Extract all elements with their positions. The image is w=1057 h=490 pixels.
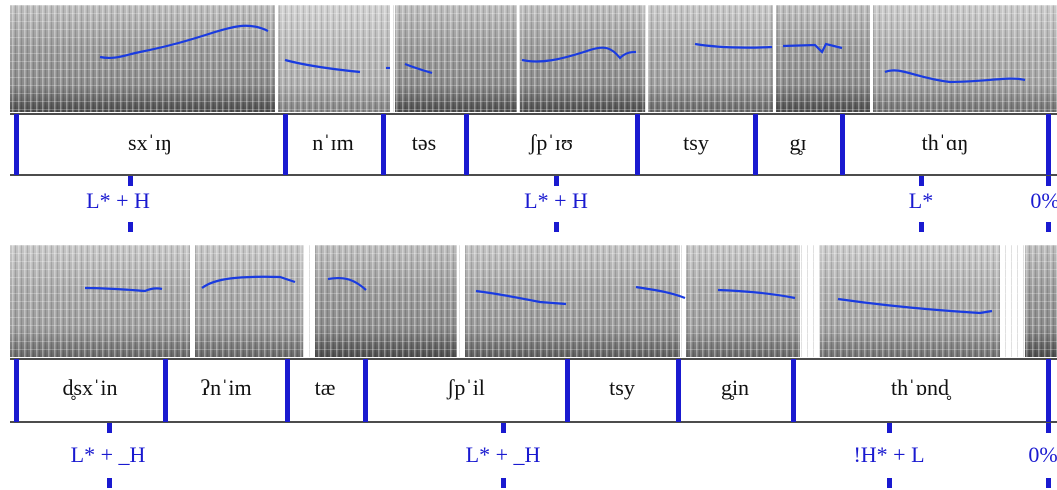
segment-label: d̥sxˈin (63, 375, 118, 400)
spectrogram (10, 245, 1057, 357)
pitch-track (99, 24, 1026, 84)
segment-label: ʃpˈil (446, 375, 485, 400)
tone-label: !H* + L (853, 442, 924, 467)
tone-ticks (107, 423, 1051, 488)
segment-label: nˈɪm (312, 130, 354, 155)
segment-label: ʔnˈim (200, 375, 251, 400)
tone-label: L* (909, 188, 933, 213)
segment-label: tsy (683, 130, 709, 155)
tone-label: L* + _H (466, 442, 541, 467)
segment-label: sxˈɪŋ (128, 130, 172, 155)
segment-label: tsy (609, 375, 635, 400)
pitch-track (84, 275, 993, 315)
segment-tier (10, 113, 1057, 176)
segment-label: təs (412, 130, 436, 155)
segment-label: thˈɒnd̥ (891, 375, 952, 400)
segment-label: g̥ɪ (789, 130, 806, 155)
tone-label: L* + H (524, 188, 588, 213)
spectrogram (10, 5, 1057, 112)
tone-label: 0% (1030, 188, 1057, 213)
tone-ticks (128, 176, 1051, 232)
segment-tier (10, 358, 1057, 423)
tone-label: L* + H (86, 188, 150, 213)
segment-label: ʃpˈɪʊ (528, 130, 573, 155)
tone-label: L* + _H (71, 442, 146, 467)
segment-label: g̥in (721, 375, 749, 400)
segment-label: thˈɑŋ (922, 130, 969, 155)
tone-label: 0% (1028, 442, 1057, 467)
segment-label: tæ (315, 375, 336, 400)
